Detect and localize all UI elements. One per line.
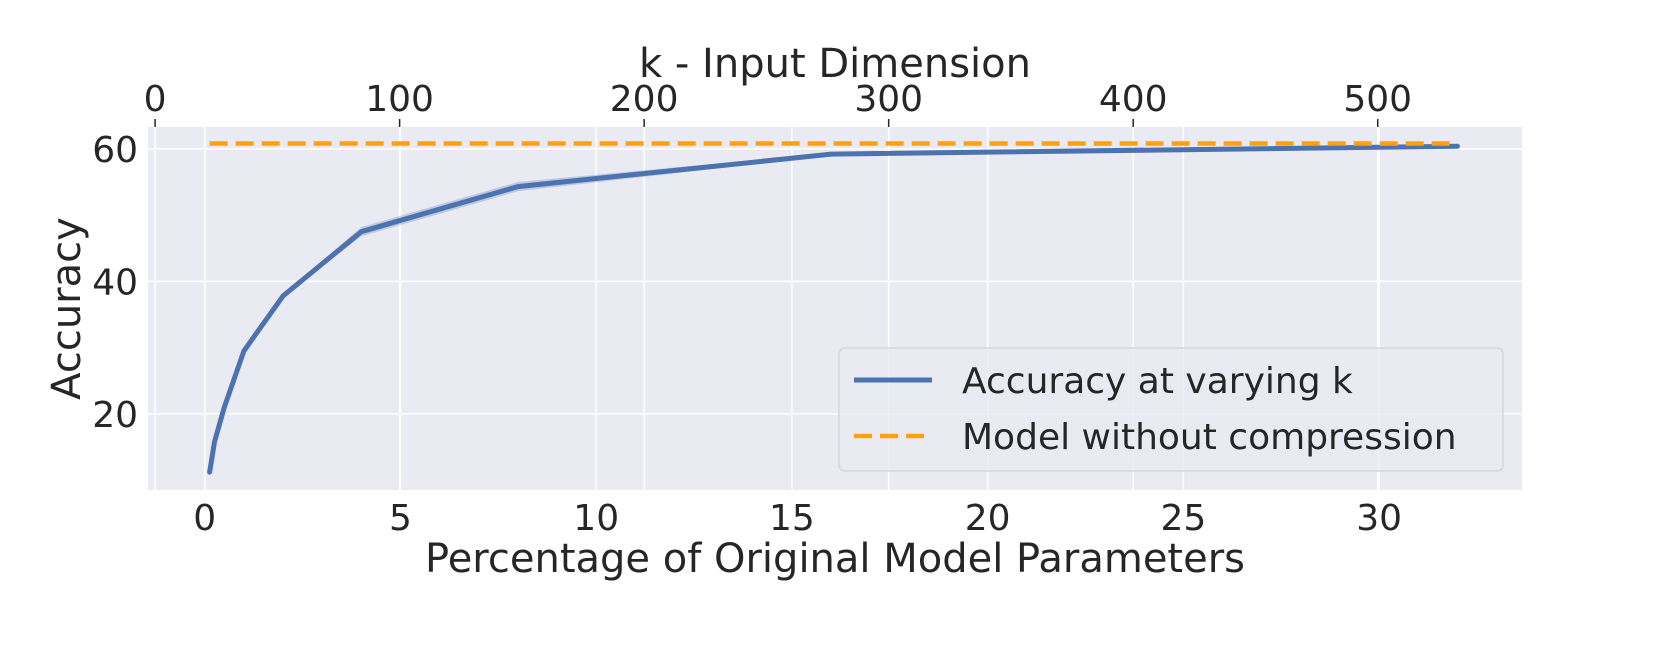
top-x-tick-label: 400	[1099, 79, 1168, 120]
y-tick-label: 20	[92, 395, 138, 436]
top-x-tick-label: 100	[365, 79, 434, 120]
top-x-tick-label: 200	[610, 79, 679, 120]
series-lines	[207, 141, 1460, 475]
series-line-0	[207, 143, 1460, 475]
legend-entry-accuracy: Accuracy at varying k	[962, 361, 1353, 402]
x-tick-label: 20	[965, 498, 1011, 539]
legend-entry-baseline: Model without compression	[962, 417, 1457, 458]
top-x-tick-label: 500	[1343, 79, 1412, 120]
top-x-tick-label: 0	[144, 79, 167, 120]
x-tick-label: 25	[1160, 498, 1206, 539]
y-axis-label: Accuracy	[44, 217, 90, 400]
x-tick-label: 15	[769, 498, 815, 539]
x-tick-label: 5	[389, 498, 412, 539]
y-tick-label: 40	[92, 262, 138, 303]
y-tick-label: 60	[92, 130, 138, 171]
x-tick-label: 10	[573, 498, 619, 539]
x-tick-label: 0	[193, 498, 216, 539]
x-tick-label: 30	[1356, 498, 1402, 539]
top-x-tick-label: 300	[854, 79, 923, 120]
legend: Accuracy at varying k Model without comp…	[838, 347, 1504, 472]
x-axis-label: Percentage of Original Model Parameters	[425, 536, 1245, 582]
top-x-axis-label: k - Input Dimension	[639, 41, 1031, 87]
legend-box	[838, 347, 1504, 472]
